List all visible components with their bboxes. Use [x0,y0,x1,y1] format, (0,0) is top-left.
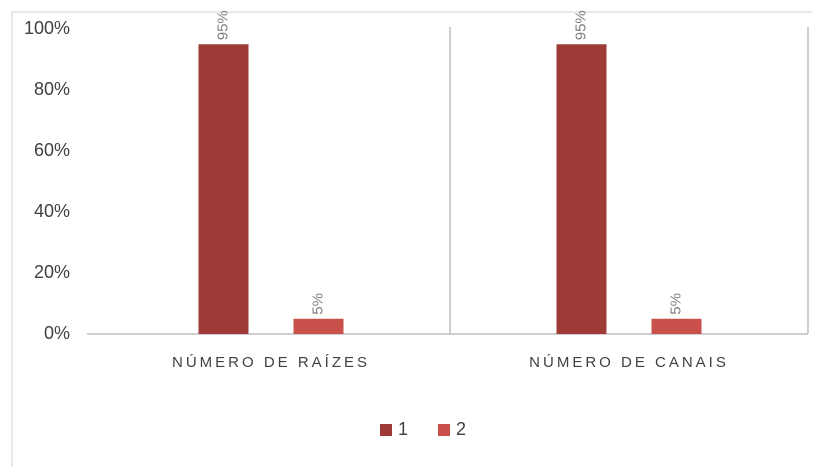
data-label: 95% [572,10,589,40]
legend-swatch [380,424,392,436]
bar [293,318,344,334]
bar [651,318,702,334]
x-tick-label: NÚMERO DE RAÍZES [172,354,370,371]
legend-label: 1 [398,419,408,439]
legend-swatch [438,424,450,436]
y-tick-label: 0% [44,323,70,343]
y-tick-label: 80% [34,79,70,99]
data-label: 5% [667,293,684,315]
y-tick-label: 40% [34,201,70,221]
legend-label: 2 [456,419,466,439]
x-tick-label: NÚMERO DE CANAIS [529,354,729,371]
data-label: 95% [214,10,231,40]
y-tick-label: 100% [24,18,70,38]
data-label: 5% [309,293,326,315]
y-tick-label: 20% [34,262,70,282]
bar [198,44,249,334]
bar [556,44,607,334]
y-tick-label: 60% [34,140,70,160]
